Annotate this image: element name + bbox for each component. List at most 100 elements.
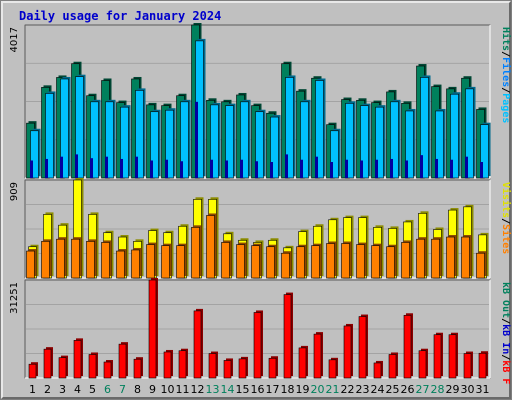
- bar-sites-day-16: [251, 245, 260, 279]
- bar-files-day-20: [315, 80, 324, 179]
- bar-files-day-15: [240, 101, 249, 179]
- bar-kbf-day-4: [73, 340, 82, 379]
- bar-pages-day-30: [465, 156, 468, 178]
- day-label-3: 3: [59, 383, 66, 396]
- legend-hits-files-pages-part: Files: [500, 57, 512, 87]
- day-label-23: 23: [356, 383, 370, 396]
- y-max-label-hits: 4017: [9, 27, 20, 52]
- bar-sites-day-25: [386, 246, 395, 279]
- bar-sites-day-2: [41, 241, 50, 279]
- day-label-29: 29: [446, 383, 460, 396]
- bar-sites-day-5: [86, 241, 95, 279]
- bar-files-day-8: [135, 90, 144, 179]
- bar-sites-day-17: [266, 246, 275, 279]
- bar-pages-day-16: [255, 161, 258, 178]
- day-label-25: 25: [386, 383, 400, 396]
- day-label-6: 6: [104, 383, 111, 396]
- bar-files-day-6: [105, 101, 114, 179]
- bar-sites-day-9: [146, 244, 155, 279]
- bar-kbf-day-5: [88, 354, 97, 379]
- chart-title: Daily usage for January 2024: [19, 9, 222, 23]
- bar-pages-day-7: [120, 158, 123, 178]
- bar-pages-day-26: [405, 160, 408, 178]
- bar-files-day-2: [45, 93, 54, 179]
- day-label-30: 30: [461, 383, 475, 396]
- y-max-label-kb: 31251: [9, 282, 20, 314]
- day-label-26: 26: [401, 383, 415, 396]
- bar-kbf-day-7: [118, 343, 127, 379]
- bar-sites-day-8: [131, 249, 140, 279]
- bar-kbf-day-30: [463, 353, 472, 379]
- legend-hits-files-pages-part: Hits: [500, 27, 512, 51]
- day-label-21: 21: [326, 383, 340, 396]
- bar-sites-day-14: [221, 242, 230, 279]
- bar-pages-day-1: [30, 160, 33, 178]
- bar-files-day-23: [360, 105, 369, 179]
- bar-files-day-30: [465, 88, 474, 179]
- bar-sites-day-6: [101, 242, 110, 279]
- legend-hits-files-pages: Hits/Files/Pages: [500, 27, 512, 123]
- bar-kbf-day-21: [328, 359, 337, 379]
- bar-files-day-9: [150, 111, 159, 179]
- bar-pages-day-17: [270, 162, 273, 178]
- day-label-2: 2: [44, 383, 51, 396]
- bar-sites-day-18: [281, 252, 290, 279]
- legend-hits-files-pages-part: /: [500, 51, 511, 57]
- day-label-13: 13: [206, 383, 220, 396]
- bar-sites-day-23: [356, 244, 365, 279]
- bar-kbf-day-8: [133, 358, 142, 379]
- bar-files-day-24: [375, 106, 384, 179]
- bar-files-day-13: [210, 104, 219, 179]
- bar-sites-day-21: [326, 243, 335, 279]
- bar-kbf-day-6: [103, 361, 112, 379]
- legend-visits-sites-part: Visits: [500, 182, 512, 218]
- bar-pages-day-27: [420, 155, 423, 178]
- bar-sites-day-20: [311, 245, 320, 279]
- day-label-7: 7: [119, 383, 126, 396]
- bar-files-day-10: [165, 109, 174, 179]
- bar-pages-day-18: [285, 154, 288, 178]
- bar-files-day-17: [270, 116, 279, 179]
- bar-pages-day-10: [165, 159, 168, 178]
- bar-kbf-day-19: [298, 347, 307, 379]
- bar-pages-day-31: [480, 162, 483, 178]
- bar-kbf-day-2: [43, 348, 52, 379]
- bar-files-day-26: [405, 110, 414, 179]
- bar-sites-day-13: [206, 215, 215, 279]
- bar-kbf-day-15: [238, 358, 247, 379]
- bar-pages-day-5: [90, 158, 93, 178]
- bar-pages-day-28: [435, 158, 438, 178]
- day-label-20: 20: [311, 383, 325, 396]
- bar-pages-day-9: [150, 160, 153, 178]
- bar-pages-day-13: [210, 159, 213, 178]
- bar-kbf-day-14: [223, 360, 232, 379]
- bar-kbf-day-10: [163, 351, 172, 379]
- day-label-5: 5: [89, 383, 96, 396]
- bar-files-day-7: [120, 106, 129, 179]
- bar-kbf-day-18: [283, 294, 292, 379]
- bar-pages-day-20: [315, 156, 318, 178]
- day-label-17: 17: [266, 383, 280, 396]
- bar-pages-day-23: [360, 160, 363, 178]
- day-label-28: 28: [431, 383, 445, 396]
- bar-files-day-31: [480, 124, 489, 179]
- bar-kbf-day-24: [373, 362, 382, 379]
- bar-sites-day-15: [236, 244, 245, 279]
- bar-kbf-day-29: [448, 334, 457, 379]
- bar-files-day-22: [345, 103, 354, 179]
- bar-sites-day-30: [461, 236, 470, 279]
- legend-kb-part: /: [500, 354, 511, 360]
- bar-kbf-day-9: [148, 279, 157, 379]
- day-label-24: 24: [371, 383, 385, 396]
- bar-sites-day-29: [446, 236, 455, 279]
- day-label-31: 31: [476, 383, 490, 396]
- bar-pages-day-21: [330, 162, 333, 178]
- bar-files-day-1: [30, 130, 39, 179]
- legend-hits-files-pages-part: /: [500, 87, 511, 93]
- bar-files-day-14: [225, 105, 234, 179]
- bar-pages-day-29: [450, 159, 453, 178]
- legend-kb-part: kB Out: [500, 282, 511, 318]
- bar-sites-day-24: [371, 245, 380, 279]
- bar-files-day-18: [285, 77, 294, 179]
- bar-kbf-day-28: [433, 334, 442, 379]
